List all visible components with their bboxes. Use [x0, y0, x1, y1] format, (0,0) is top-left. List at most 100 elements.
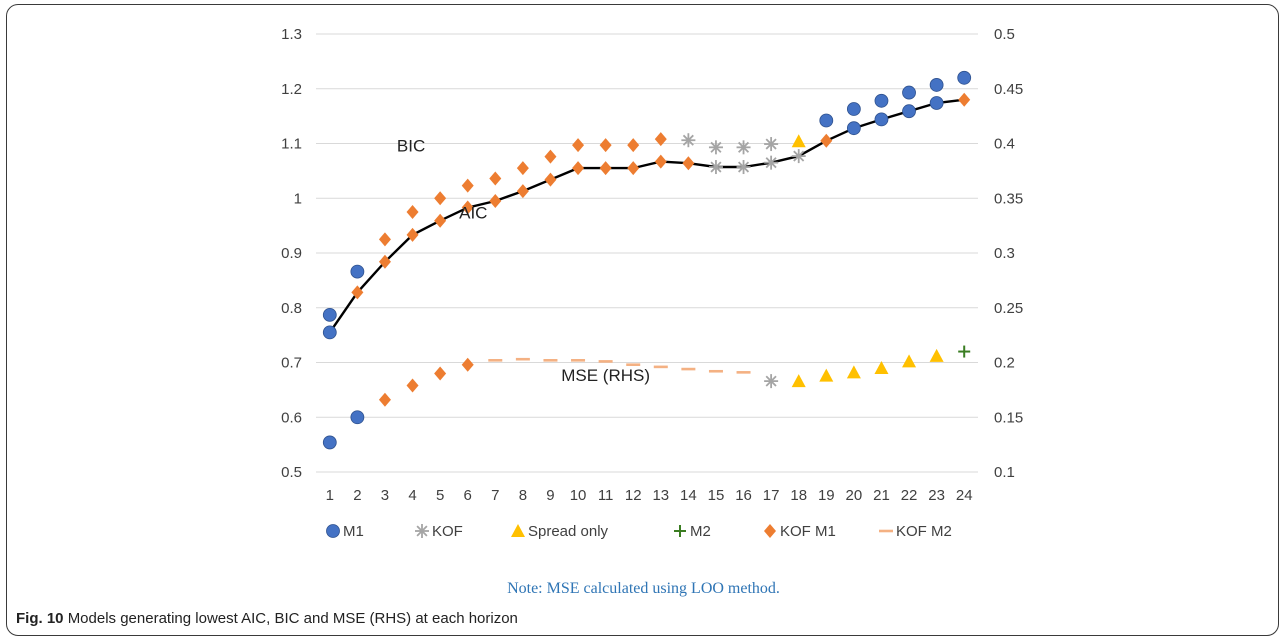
aic-point [351, 285, 364, 300]
mse-point [929, 348, 944, 362]
bic-point [489, 171, 502, 186]
aic-point [736, 160, 751, 175]
bic-point [434, 191, 447, 206]
mse-point [874, 360, 889, 374]
mse-point [819, 368, 834, 382]
legend-marker [326, 524, 340, 538]
legend-item: KOF M1 [764, 523, 836, 540]
aic-point [902, 104, 916, 119]
aic-point [627, 161, 640, 176]
mse-point [350, 410, 365, 425]
aic-point [434, 213, 447, 228]
bic-point [322, 307, 337, 322]
bic-point [572, 138, 585, 153]
x-tick-label: 21 [873, 487, 890, 504]
aic-line [328, 98, 965, 334]
left-y-tick-label: 1.3 [281, 26, 302, 43]
right-y-tick-label: 0.2 [994, 355, 1015, 372]
x-tick-label: 5 [436, 487, 444, 504]
bic-point [350, 264, 365, 279]
left-y-tick-label: 1.1 [281, 136, 302, 153]
mse-point [791, 374, 806, 388]
x-tick-label: 4 [408, 487, 416, 504]
mse-point [902, 354, 917, 368]
bic-point [516, 161, 529, 176]
legend-marker [415, 524, 429, 538]
bic-point [902, 85, 916, 100]
mse-annotation: MSE (RHS) [561, 366, 650, 385]
aic-point [599, 161, 612, 176]
aic-point [461, 200, 474, 215]
aic-point [820, 133, 833, 148]
mse-point [322, 435, 337, 450]
right-y-tick-label: 0.45 [994, 81, 1023, 98]
mse-point [406, 378, 419, 393]
aic-annotation: AIC [459, 204, 487, 223]
left-y-tick-label: 1.2 [281, 81, 302, 98]
aic-point [378, 254, 391, 269]
aic-point [764, 155, 779, 170]
x-tick-label: 19 [818, 487, 835, 504]
legend-item: M1 [326, 523, 364, 540]
bic-point [378, 232, 391, 247]
x-tick-label: 14 [680, 487, 697, 504]
legend-label: KOF M1 [780, 523, 836, 540]
legend-label: KOF [432, 523, 463, 540]
x-tick-label: 18 [790, 487, 807, 504]
left-y-tick-label: 0.5 [281, 464, 302, 481]
bic-point [791, 134, 806, 148]
bic-point [599, 138, 612, 153]
bic-point [736, 140, 751, 155]
bic-point [681, 133, 696, 148]
legend-marker [674, 525, 686, 537]
x-tick-label: 13 [652, 487, 669, 504]
mse-point [378, 392, 391, 407]
bic-point [406, 204, 419, 219]
bic-point [819, 113, 834, 128]
legend-marker [764, 524, 776, 538]
x-tick-label: 23 [928, 487, 945, 504]
aic-point [322, 325, 337, 340]
mse-point [764, 374, 779, 389]
right-y-tick-label: 0.3 [994, 245, 1015, 262]
aic-point [846, 121, 861, 136]
legend-label: M2 [690, 523, 711, 540]
x-tick-label: 22 [901, 487, 918, 504]
x-tick-label: 6 [464, 487, 472, 504]
right-y-tick-label: 0.4 [994, 136, 1015, 153]
aic-point [654, 154, 667, 169]
left-y-tick-label: 0.9 [281, 245, 302, 262]
caption-label: Fig. 10 [16, 610, 64, 627]
mse-point [461, 357, 474, 372]
aic-point [516, 184, 529, 199]
bic-point [544, 149, 557, 164]
x-tick-label: 8 [519, 487, 527, 504]
x-tick-label: 1 [326, 487, 334, 504]
x-tick-label: 7 [491, 487, 499, 504]
right-y-tick-label: 0.5 [994, 26, 1015, 43]
figure-frame [6, 4, 1279, 636]
bic-point [764, 137, 779, 152]
aic-point [708, 160, 723, 175]
left-y-tick-label: 0.6 [281, 409, 302, 426]
left-y-tick-label: 0.8 [281, 300, 302, 317]
x-tick-label: 11 [598, 487, 614, 504]
chart: 0.5 0.6 0.7 0.8 0.9 1 1.1 1.2 1.3 0.1 0.15 0.2 0.25 0… [281, 26, 1023, 540]
bic-point [929, 78, 944, 92]
x-tick-label: 24 [956, 487, 973, 504]
left-y-tick-label: 0.7 [281, 355, 302, 372]
bic-point [846, 102, 861, 116]
caption-text: Models generating lowest AIC, BIC and MS… [67, 610, 518, 627]
aic-point [489, 193, 502, 208]
bic-point [461, 178, 474, 193]
legend-item: M2 [674, 523, 711, 540]
legend-marker [511, 524, 525, 537]
aic-point [958, 92, 971, 107]
bic-point [627, 138, 640, 153]
bic-point [957, 70, 972, 85]
x-tick-label: 17 [763, 487, 780, 504]
legend-item: KOF [415, 523, 463, 540]
aic-point [682, 156, 695, 171]
legend-label: M1 [343, 523, 364, 540]
right-y-tick-label: 0.35 [994, 190, 1023, 207]
